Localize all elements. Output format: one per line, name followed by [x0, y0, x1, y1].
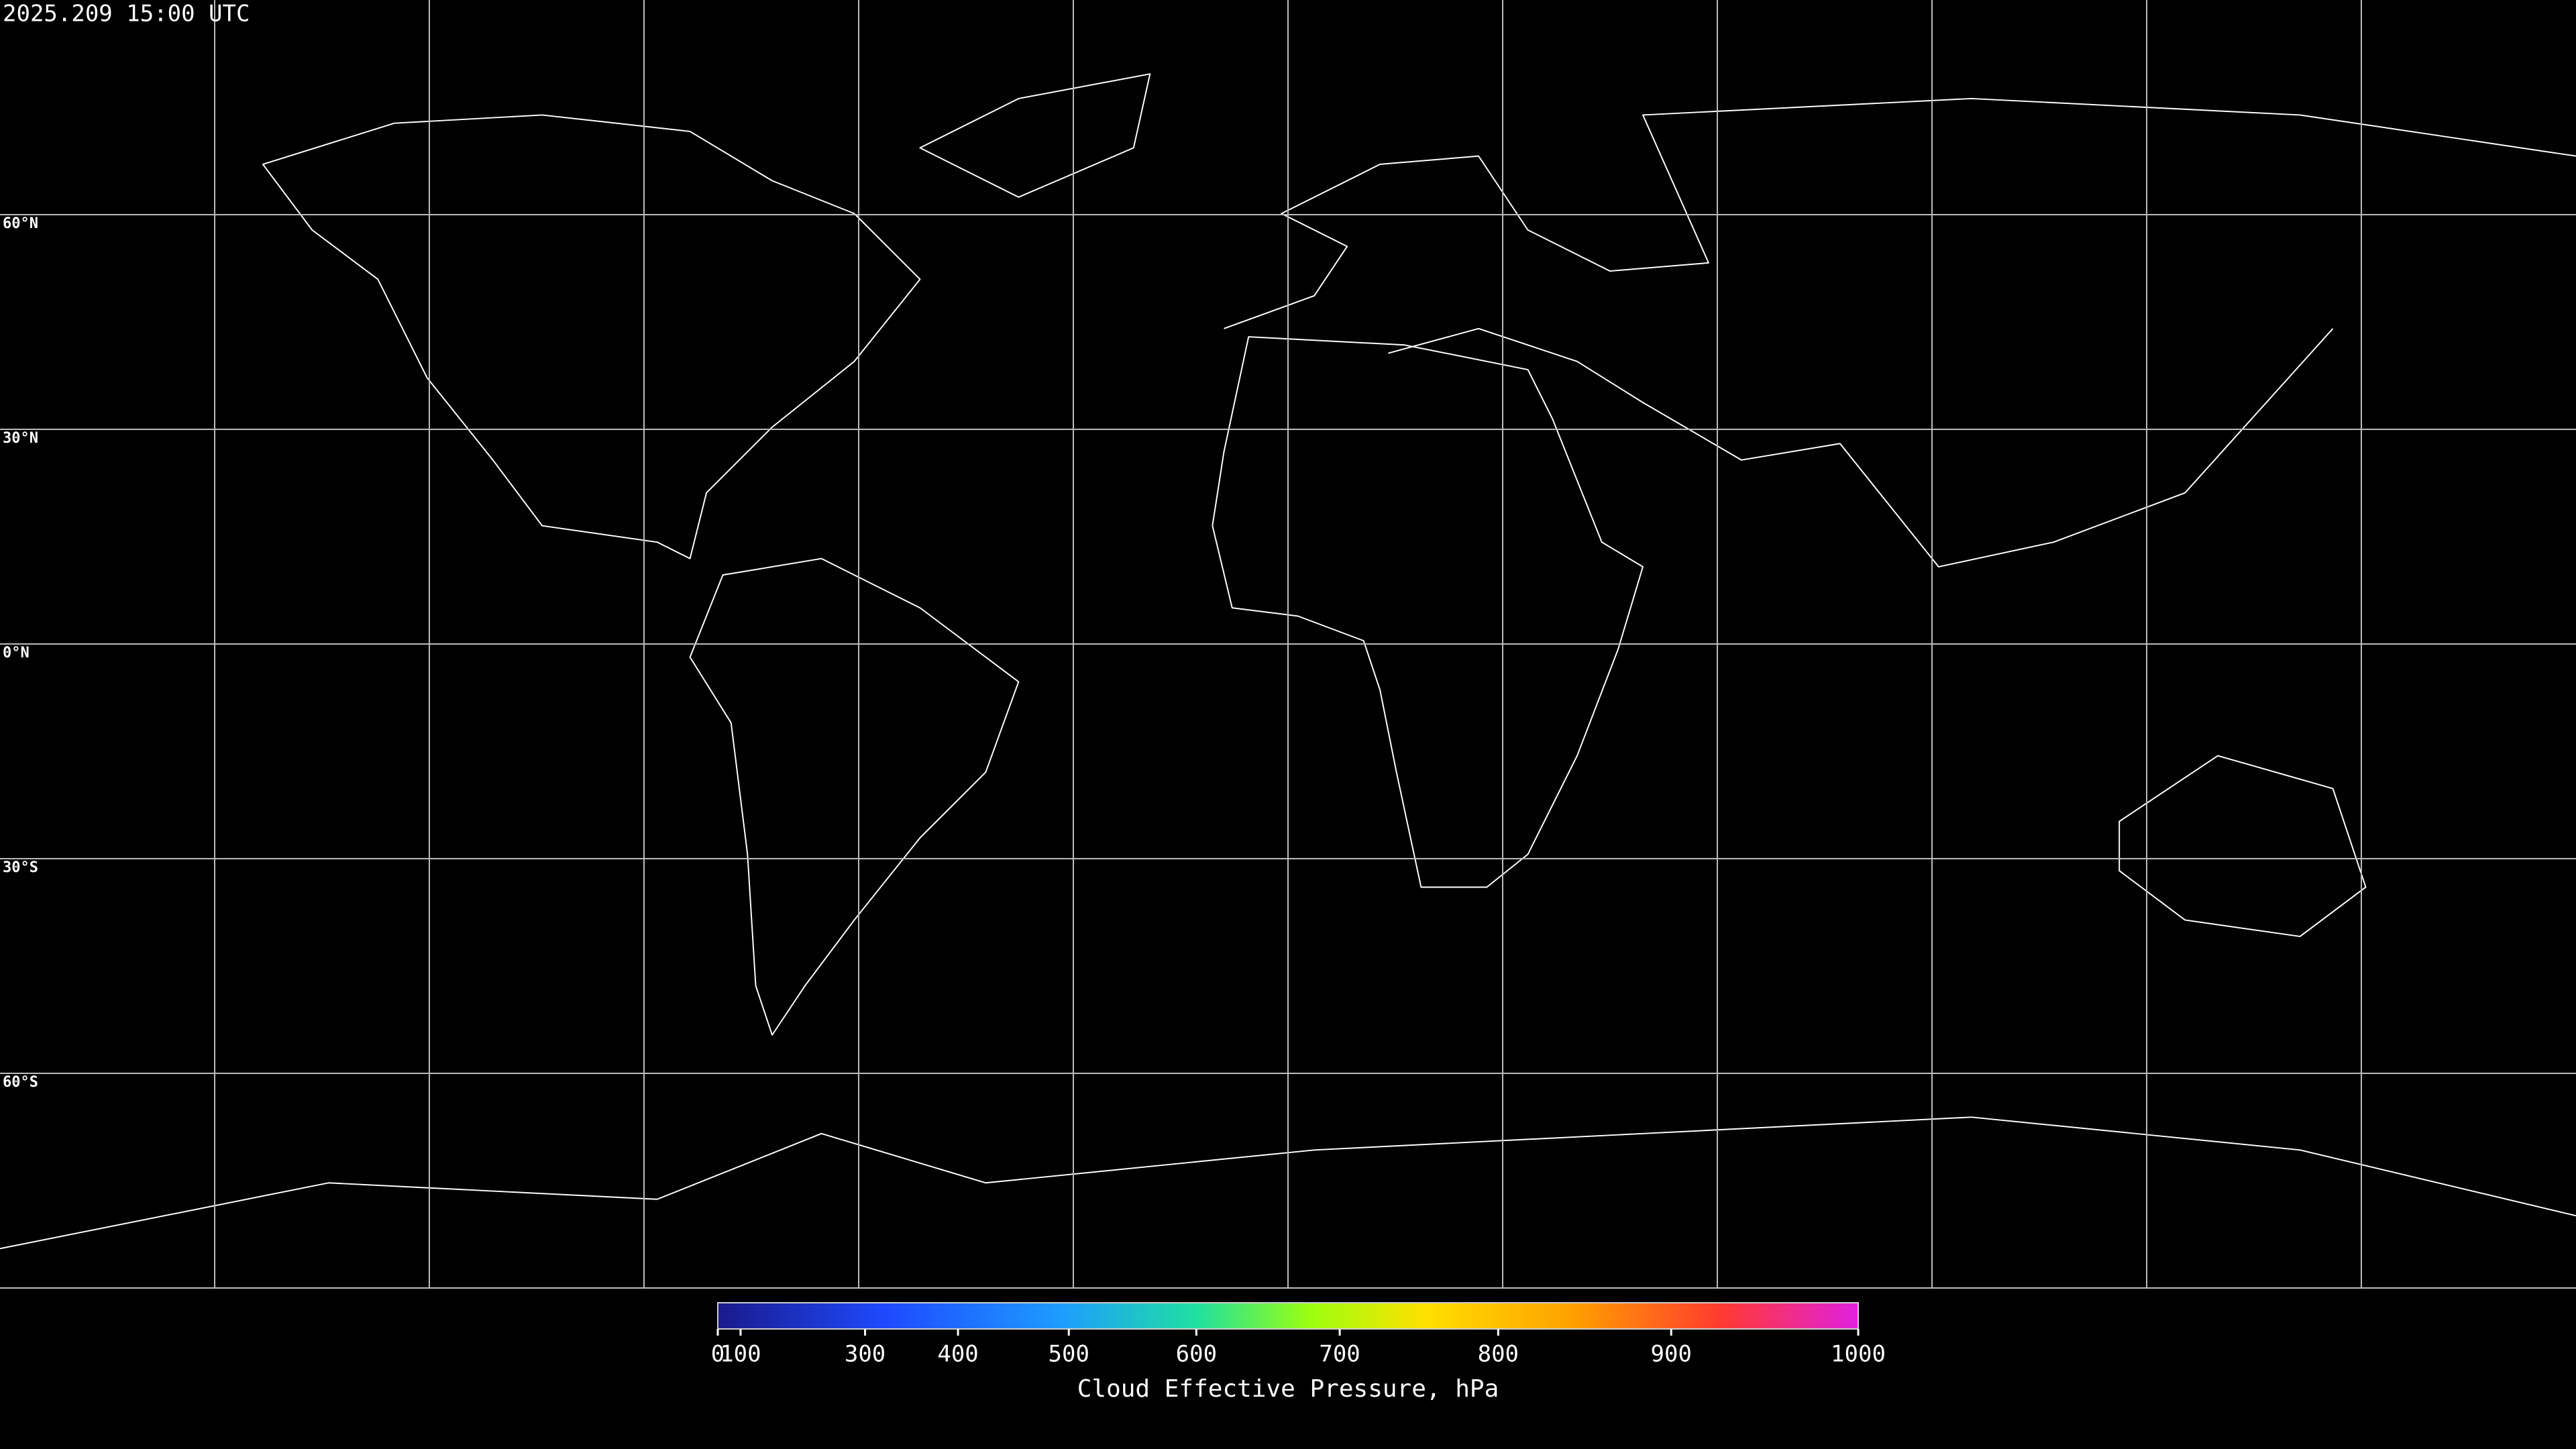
colorbar-tick-label: 900: [1651, 1341, 1692, 1368]
graticule: [0, 0, 2576, 1289]
colorbar: [717, 1302, 1859, 1330]
timestamp: 2025.209 15:00 UTC: [3, 1, 250, 28]
colorbar-tick-label: 500: [1049, 1341, 1089, 1368]
lat-label: 30°S: [3, 859, 38, 876]
lat-label: 60°N: [3, 215, 38, 232]
lat-label: 30°N: [3, 430, 38, 447]
colorbar-tick-label: 800: [1478, 1341, 1519, 1368]
colorbar-tick-label: 1000: [1831, 1341, 1886, 1368]
lat-label: 60°S: [3, 1074, 38, 1091]
colorbar-tick-label: 400: [937, 1341, 978, 1368]
colorbar-tick-label: 700: [1319, 1341, 1360, 1368]
cloud-imagery: [0, 140, 2576, 1145]
colorbar-label: Cloud Effective Pressure, hPa: [1077, 1375, 1499, 1403]
coastlines: [0, 73, 2576, 1250]
lat-label: 0°N: [3, 645, 30, 661]
colorbar-tick-label: 100: [720, 1341, 761, 1368]
colorbar-tick-label: 0: [711, 1341, 724, 1368]
colorbar-tick-label: 600: [1176, 1341, 1217, 1368]
colorbar-tick-label: 300: [845, 1341, 885, 1368]
